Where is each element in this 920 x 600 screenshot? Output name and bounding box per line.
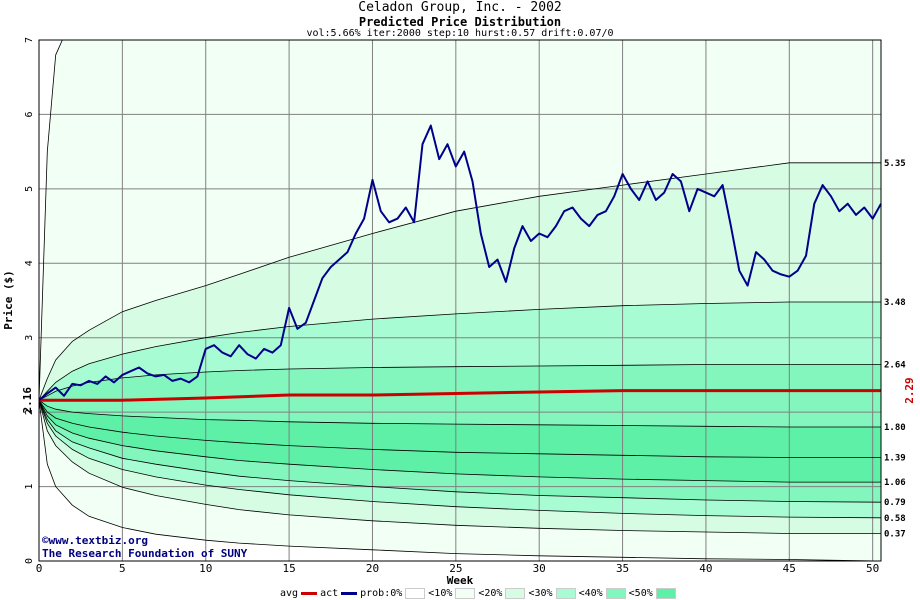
bound-line-7: [39, 400, 881, 503]
band-end-label: 2.64: [884, 361, 906, 371]
band-end-label: 0.79: [884, 498, 906, 508]
band-7: [39, 400, 881, 518]
legend-swatch-20: [505, 588, 526, 599]
band-end-label: 0.58: [884, 514, 906, 524]
legend-swatch-50: [655, 588, 676, 599]
x-tick-label: 10: [199, 562, 212, 575]
x-tick-label: 30: [533, 562, 546, 575]
band-boundary-lines: [39, 40, 881, 561]
legend-b30-label: <30%: [528, 588, 553, 599]
bound-line-6: [39, 400, 881, 483]
legend-act-label: act: [320, 588, 339, 599]
band-8: [39, 400, 881, 534]
legend-b40-label: <40%: [578, 588, 603, 599]
end-avg-label: 2.29: [903, 377, 916, 404]
x-tick-label: 5: [119, 562, 126, 575]
band-end-label: 1.80: [884, 423, 906, 433]
act-line: [38, 124, 882, 401]
bound-line-4: [39, 399, 881, 428]
band-end-label: 1.39: [884, 454, 906, 464]
band-0: [39, 40, 881, 401]
bound-line-10: [39, 400, 881, 561]
y-tick-label: 1: [24, 484, 35, 490]
credit-org: The Research Foundation of SUNY: [42, 547, 248, 560]
x-tick-label: 20: [366, 562, 379, 575]
legend-b20-label: <20%: [478, 588, 503, 599]
bound-line-5: [39, 399, 881, 458]
legend-prob-label: prob:0%: [360, 588, 403, 599]
chart-params: vol:5.66% iter:2000 step:10 hurst:0.57 d…: [306, 28, 614, 39]
x-axis-label: Week: [447, 574, 474, 587]
band-3: [39, 364, 881, 427]
axes: [38, 39, 882, 562]
legend-act-swatch: [341, 592, 358, 595]
band-end-label: 1.06: [884, 478, 906, 488]
band-2: [39, 302, 881, 401]
band-9: [39, 400, 881, 561]
legend-avg-swatch: [301, 592, 318, 595]
legend-swatch-30: [555, 588, 576, 599]
legend-b10-label: <10%: [428, 588, 453, 599]
x-tick-label: 0: [36, 562, 43, 575]
band-end-label: 5.35: [884, 159, 906, 169]
bound-line-8: [39, 400, 881, 519]
y-tick-label: 2: [24, 409, 35, 415]
chart-subtitle: Predicted Price Distribution: [358, 15, 562, 29]
start-price-label: 2.16: [21, 387, 34, 414]
band-end-label: 3.48: [884, 298, 906, 308]
x-tick-label: 40: [699, 562, 712, 575]
avg-line: [39, 389, 881, 402]
bound-line-3: [39, 364, 881, 401]
legend-avg-label: avg: [280, 588, 299, 599]
y-tick-label: 3: [24, 335, 35, 341]
legend: avg act prob:0% <10% <20% <30% <40% <50%: [280, 588, 676, 599]
plot-frame: [38, 39, 882, 562]
series-lines: [38, 124, 882, 402]
y-tick-label: 5: [24, 186, 35, 192]
x-tick-label: 15: [282, 562, 295, 575]
bound-line-9: [39, 400, 881, 534]
legend-swatch-10: [455, 588, 476, 599]
x-tick-label: 25: [449, 562, 462, 575]
chart-title: Celadon Group, Inc. - 2002: [358, 0, 562, 15]
band-6: [39, 400, 881, 503]
x-tick-label: 35: [616, 562, 629, 575]
probability-bands: [39, 40, 881, 561]
bound-line-2: [39, 301, 881, 401]
legend-swatch-40: [605, 588, 626, 599]
bound-line-1: [39, 162, 881, 401]
legend-b50-label: <50%: [628, 588, 653, 599]
y-tick-label: 0: [24, 558, 35, 564]
y-tick-label: 4: [24, 260, 35, 266]
band-5: [39, 400, 881, 483]
legend-swatch-0: [405, 588, 426, 599]
y-tick-label: 7: [24, 37, 35, 43]
y-tick-label: 6: [24, 111, 35, 117]
x-tick-label: 45: [783, 562, 796, 575]
band-end-label: 0.37: [884, 529, 906, 539]
band-1: [39, 162, 881, 401]
x-tick-label: 50: [866, 562, 879, 575]
credit-url: ©www.textbiz.org: [42, 534, 148, 547]
y-axis-label: Price ($): [2, 270, 15, 330]
